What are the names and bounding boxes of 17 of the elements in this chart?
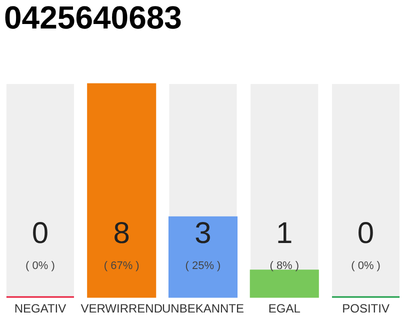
annotation: ( 0% ) bbox=[351, 260, 380, 272]
annotation: ( 67% ) bbox=[104, 260, 140, 272]
x-tick-label: EGAL bbox=[268, 302, 301, 316]
bar bbox=[250, 270, 319, 298]
data-label: 0 bbox=[357, 217, 374, 250]
chart-title: 0425640683 bbox=[4, 0, 182, 36]
data-label: 8 bbox=[113, 217, 130, 250]
x-tick-label: UNBEKANNTE bbox=[162, 302, 244, 316]
annotation: ( 25% ) bbox=[185, 260, 221, 272]
data-label: 0 bbox=[32, 217, 49, 250]
data-label: 1 bbox=[276, 217, 293, 250]
x-tick-label: NEGATIV bbox=[14, 302, 66, 316]
annotation: ( 8% ) bbox=[270, 260, 300, 272]
x-tick-label: POSITIV bbox=[342, 302, 390, 316]
data-label: 3 bbox=[194, 217, 212, 250]
annotation: ( 0% ) bbox=[26, 260, 55, 272]
x-tick-label: VERWIRREND bbox=[80, 302, 163, 316]
